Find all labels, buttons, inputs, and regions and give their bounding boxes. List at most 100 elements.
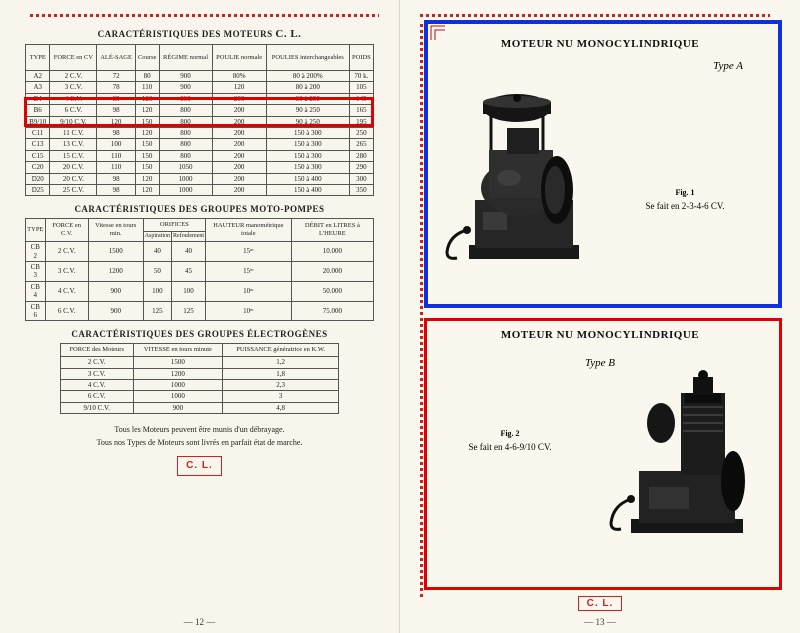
cell: 165 <box>349 105 373 116</box>
cell: B6 <box>26 105 50 116</box>
cell: 150 à 300 <box>266 127 349 138</box>
cell: 80 <box>135 71 159 82</box>
cell: 300 <box>349 173 373 184</box>
cell: D20 <box>26 173 50 184</box>
cell: 150 <box>135 150 159 161</box>
t1-header: POULIES interchangeables <box>266 45 349 71</box>
table-row: CB 33 C.V.1200504515ᵐ20.000 <box>26 262 374 282</box>
cell: D25 <box>26 184 50 195</box>
footnote-2: Tous nos Types de Moteurs sont livrés en… <box>25 437 374 450</box>
cell: 265 <box>349 139 373 150</box>
t2-subheader: Refoulement <box>172 232 206 242</box>
cell: 900 <box>159 71 212 82</box>
cell: 1050 <box>159 162 212 173</box>
cell: 80% <box>212 71 266 82</box>
table-row: B9/109/10 C.V.12015080020090 à 250195 <box>26 116 374 127</box>
panel-a-fig: Fig. 1 <box>615 188 755 197</box>
cell: 110 <box>97 150 135 161</box>
cell: 3 C.V. <box>60 368 133 379</box>
cell: 15ᵐ <box>206 242 292 262</box>
t1-header: Course <box>135 45 159 71</box>
cl-badge-right: C. L. <box>578 596 623 611</box>
cell: 800 <box>159 127 212 138</box>
top-border-decoration <box>30 14 379 17</box>
table-row: C1313 C.V.100150800200150 à 300265 <box>26 139 374 150</box>
cell: 290 <box>349 162 373 173</box>
cell: 6 C.V. <box>60 391 133 402</box>
cell: 200 <box>212 105 266 116</box>
cell: 120 <box>135 173 159 184</box>
cell: 40 <box>143 242 171 262</box>
cell: A2 <box>26 71 50 82</box>
cell: 120 <box>212 82 266 93</box>
cell: 100 <box>143 281 171 301</box>
cell: 110 <box>97 162 135 173</box>
table-row: D2020 C.V.981201000200150 à 400300 <box>26 173 374 184</box>
cell: 70 k. <box>349 71 373 82</box>
cell: 1000 <box>159 173 212 184</box>
cell: 200 <box>212 93 266 104</box>
cell: 50 <box>143 262 171 282</box>
cell: 1000 <box>133 391 223 402</box>
cell: 3 C.V. <box>45 262 88 282</box>
table-row: C1111 C.V.98120800200150 à 300250 <box>26 127 374 138</box>
cell: 200 <box>212 173 266 184</box>
cell: 120 <box>135 105 159 116</box>
table-row: B66 C.V.9812080020090 à 250165 <box>26 105 374 116</box>
cell: 90 à 250 <box>266 93 349 104</box>
cell: 10.000 <box>291 242 373 262</box>
cell: CB 4 <box>26 281 46 301</box>
t1-header: RÉGIME normal <box>159 45 212 71</box>
cell: 200 <box>212 127 266 138</box>
motors-table: TYPEFORCE en CVALÉ-SAGECourseRÉGIME norm… <box>25 44 374 196</box>
cell: C11 <box>26 127 50 138</box>
cell: 110 <box>135 82 159 93</box>
cell: B9/10 <box>26 116 50 127</box>
cell: 145 <box>349 93 373 104</box>
table2-title: CARACTÉRISTIQUES DES GROUPES MOTO-POMPES <box>25 204 374 214</box>
cell: 280 <box>349 150 373 161</box>
cell: 195 <box>349 116 373 127</box>
cell: 800 <box>159 105 212 116</box>
t1-header: FORCE en CV <box>50 45 97 71</box>
page-number-13: — 13 — <box>400 617 800 627</box>
cell: B4 <box>26 93 50 104</box>
cell: 4 C.V. <box>50 93 97 104</box>
cell: 900 <box>88 281 143 301</box>
cell: 125 <box>172 301 206 321</box>
cell: 1000 <box>159 184 212 195</box>
panel-b-fig: Fig. 2 <box>445 429 575 438</box>
panel-type-a: MOTEUR NU MONOCYLINDRIQUE Type A <box>425 20 775 305</box>
cell: CB 6 <box>26 301 46 321</box>
cell: 13 C.V. <box>50 139 97 150</box>
title1-brand: C. L. <box>275 28 301 40</box>
panel-a-title: MOTEUR NU MONOCYLINDRIQUE <box>437 38 763 50</box>
table-row: C1515 C.V.110150800200150 à 300280 <box>26 150 374 161</box>
table-row: CB 66 C.V.90012512510ᵐ75.000 <box>26 301 374 321</box>
cell: 800 <box>159 93 212 104</box>
t2-header: TYPE <box>26 219 46 242</box>
cell: 100 <box>172 281 206 301</box>
t1-header: TYPE <box>26 45 50 71</box>
cell: 2 C.V. <box>50 71 97 82</box>
t3-header: PUISSANCE génératrice en K.W. <box>223 344 339 357</box>
t3-header: FORCE des Moteurs <box>60 344 133 357</box>
cell: 350 <box>349 184 373 195</box>
cell: 800 <box>159 139 212 150</box>
cell: 120 <box>135 93 159 104</box>
table-row: 9/10 C.V.9004,8 <box>60 402 338 413</box>
cell: 200 <box>212 162 266 173</box>
cell: C20 <box>26 162 50 173</box>
cell: 200 <box>212 184 266 195</box>
top-border-decoration-r <box>420 14 770 17</box>
t1-header: ALÉ-SAGE <box>97 45 135 71</box>
cell: CB 2 <box>26 242 46 262</box>
page-12: CARACTÉRISTIQUES DES MOTEURS C. L. TYPEF… <box>0 0 400 633</box>
cl-badge-left: C. L. <box>177 456 222 476</box>
cell: 11 C.V. <box>50 127 97 138</box>
cell: 78 <box>97 82 135 93</box>
cell: 120 <box>135 127 159 138</box>
cell: 4 C.V. <box>45 281 88 301</box>
cell: 100 <box>97 139 135 150</box>
t2-subheader: Aspiration <box>143 232 171 242</box>
